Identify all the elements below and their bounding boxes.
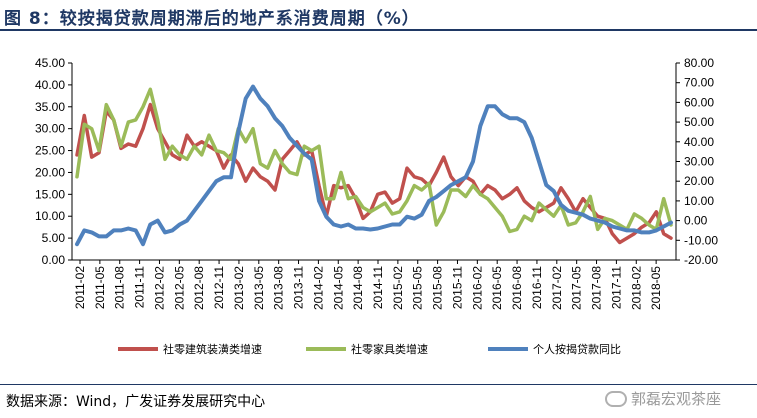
right-axis-ticks: -20.00 -10.00 0.00 10.00 20.00 30.00 40.00 50.0… bbox=[676, 56, 718, 267]
x-tick-label: 2011-11 bbox=[133, 266, 147, 309]
legend-label: 社零建筑装潢类增速 bbox=[163, 342, 262, 356]
x-tick-label: 2011-05 bbox=[93, 266, 107, 309]
left-tick-label: 25.00 bbox=[35, 144, 65, 158]
x-tick-label: 2015-02 bbox=[391, 266, 405, 310]
series-line bbox=[75, 87, 673, 234]
right-tick-label: 70.00 bbox=[684, 76, 714, 90]
x-tick-label: 2011-08 bbox=[113, 266, 127, 309]
x-tick-label: 2013-08 bbox=[272, 266, 286, 310]
x-tick-label: 2013-02 bbox=[232, 266, 246, 310]
x-tick-label: 2018-02 bbox=[629, 266, 643, 310]
left-axis-ticks: 0.00 5.00 10.00 15.00 20.00 25.00 30.00 35.00 40… bbox=[35, 56, 72, 267]
series-line bbox=[75, 84, 673, 247]
series-line bbox=[75, 102, 673, 245]
left-tick-label: 40.00 bbox=[35, 78, 65, 92]
x-tick-label: 2016-11 bbox=[530, 266, 544, 309]
legend-label: 社零家具类增速 bbox=[351, 342, 428, 356]
title-divider bbox=[0, 29, 757, 31]
right-tick-label: 0.00 bbox=[684, 214, 708, 228]
x-tick-label: 2011-02 bbox=[73, 266, 87, 309]
right-tick-label: -20.00 bbox=[684, 253, 718, 267]
x-tick-label: 2014-11 bbox=[371, 266, 385, 309]
wechat-icon bbox=[605, 390, 627, 407]
x-tick-label: 2014-02 bbox=[311, 266, 325, 310]
legend-label: 个人按揭贷款同比 bbox=[533, 342, 621, 356]
x-axis-ticks: 2011-02 2011-05 2011-08 2011-11 2012-02 2012-… bbox=[73, 260, 663, 310]
x-tick-label: 2017-02 bbox=[550, 266, 564, 310]
watermark-text: 郭磊宏观茶座 bbox=[631, 390, 722, 408]
right-tick-label: 80.00 bbox=[684, 56, 714, 70]
x-tick-label: 2013-11 bbox=[292, 266, 306, 309]
x-tick-label: 2015-08 bbox=[431, 266, 445, 310]
right-tick-label: 30.00 bbox=[684, 155, 714, 169]
left-tick-label: 10.00 bbox=[35, 209, 65, 223]
left-tick-label: 30.00 bbox=[35, 122, 65, 136]
right-tick-label: 40.00 bbox=[684, 135, 714, 149]
left-tick-label: 5.00 bbox=[42, 231, 66, 245]
left-tick-label: 45.00 bbox=[35, 56, 65, 70]
legend: 社零建筑装潢类增速 社零家具类增速 个人按揭贷款同比 bbox=[118, 342, 621, 356]
x-tick-label: 2018-05 bbox=[649, 266, 663, 310]
right-tick-label: 20.00 bbox=[684, 174, 714, 188]
right-tick-label: 50.00 bbox=[684, 115, 714, 129]
left-tick-label: 35.00 bbox=[35, 100, 65, 114]
x-tick-label: 2014-08 bbox=[351, 266, 365, 310]
watermark: 郭磊宏观茶座 bbox=[605, 388, 721, 409]
left-tick-label: 15.00 bbox=[35, 187, 65, 201]
chart-title: 图 8：较按揭贷款周期滞后的地产系消费周期（%） bbox=[4, 9, 420, 29]
right-tick-label: 60.00 bbox=[684, 95, 714, 109]
right-tick-label: 10.00 bbox=[684, 194, 714, 208]
right-tick-label: -10.00 bbox=[684, 233, 718, 247]
x-tick-label: 2016-02 bbox=[470, 266, 484, 310]
x-tick-label: 2012-02 bbox=[152, 266, 166, 310]
source-divider bbox=[0, 384, 757, 385]
x-tick-label: 2012-08 bbox=[192, 266, 206, 310]
x-tick-label: 2016-05 bbox=[490, 266, 504, 310]
left-tick-label: 0.00 bbox=[42, 253, 66, 267]
x-tick-label: 2015-11 bbox=[450, 266, 464, 309]
x-tick-label: 2012-11 bbox=[212, 266, 226, 309]
data-source: 数据来源：Wind，广发证券发展研究中心 bbox=[6, 394, 266, 410]
series-lines bbox=[75, 84, 673, 247]
x-tick-label: 2017-11 bbox=[609, 266, 623, 309]
left-tick-label: 20.00 bbox=[35, 165, 65, 179]
x-tick-label: 2016-08 bbox=[510, 266, 524, 310]
x-tick-label: 2014-05 bbox=[331, 266, 345, 310]
x-tick-label: 2017-08 bbox=[590, 266, 604, 310]
x-tick-label: 2013-05 bbox=[252, 266, 266, 310]
x-tick-label: 2015-05 bbox=[411, 266, 425, 310]
x-tick-label: 2017-05 bbox=[570, 266, 584, 310]
x-tick-label: 2012-05 bbox=[172, 266, 186, 310]
